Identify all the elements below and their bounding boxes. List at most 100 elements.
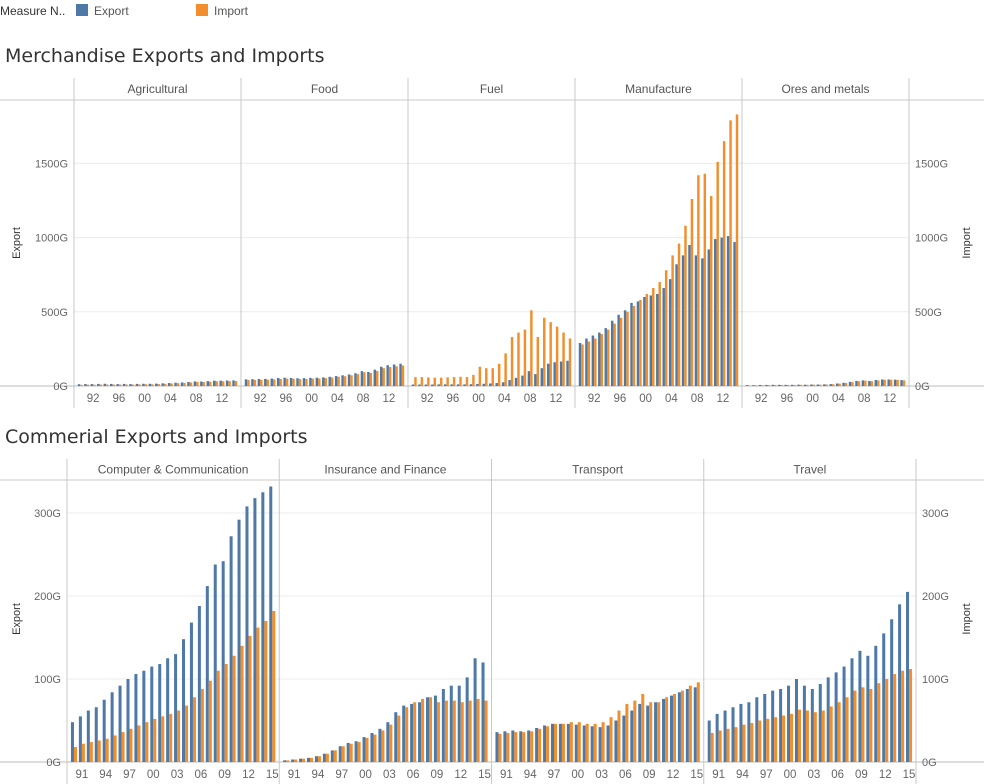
bar-export	[450, 384, 453, 386]
bar-export	[547, 363, 550, 386]
panel-header-manufacture: Manufacture	[625, 82, 692, 96]
bar-import	[310, 757, 314, 762]
bar-export	[232, 380, 235, 386]
bar-export	[758, 384, 762, 386]
bar-import	[568, 338, 572, 386]
x-tick-label: 00	[571, 769, 584, 781]
bar-import	[452, 377, 456, 386]
x-tick-label: 04	[331, 393, 344, 405]
legend-label-export[interactable]: Export	[94, 4, 129, 18]
bar-import	[710, 732, 714, 762]
bar-import	[619, 317, 623, 386]
bar-export	[534, 374, 537, 386]
x-tick-label: 06	[619, 769, 632, 781]
bar-import	[433, 377, 436, 386]
x-tick-label: 04	[498, 393, 511, 405]
y-tick-label-left: 100G	[34, 674, 61, 686]
bar-export	[797, 384, 800, 386]
y-tick-label-left: 1500G	[35, 158, 68, 170]
bar-import	[144, 384, 148, 386]
bar-export	[386, 365, 389, 386]
panel-header-insurance-and-finance: Insurance and Finance	[324, 463, 446, 477]
bar-export	[649, 295, 653, 386]
bar-import	[183, 382, 186, 386]
chart-1-group: 0G 0G 100G 100G 200G 200G 300G 300G Export Import…	[0, 459, 984, 784]
bar-export	[887, 379, 890, 386]
bar-import	[754, 385, 758, 386]
x-tick-label: 06	[194, 769, 207, 781]
bar-import	[844, 383, 848, 386]
bar-import	[864, 380, 867, 386]
bar-import	[869, 688, 873, 762]
bar-export	[86, 710, 90, 762]
bar-import	[632, 305, 636, 386]
bar-import	[790, 713, 794, 762]
bar-export	[501, 382, 505, 386]
legend-swatch-export[interactable]	[76, 4, 88, 16]
bar-export	[264, 378, 267, 386]
bar-export	[630, 710, 634, 762]
bar-export	[161, 383, 164, 386]
bar-export	[394, 712, 398, 762]
bar-export	[362, 737, 366, 762]
bar-export	[437, 384, 440, 386]
bar-import	[553, 723, 558, 762]
bar-export	[418, 702, 422, 762]
legend-label-import[interactable]: Import	[214, 4, 249, 18]
bar-import	[690, 198, 694, 386]
bar-import	[748, 385, 751, 386]
x-tick-label: 92	[588, 393, 601, 405]
bar-import	[569, 722, 573, 762]
bar-export	[850, 658, 854, 762]
x-tick-label: 92	[254, 393, 267, 405]
bar-import	[460, 702, 464, 762]
bar-export	[590, 726, 594, 762]
bar-export	[835, 383, 839, 386]
bar-import	[452, 700, 456, 762]
bar-export	[803, 384, 807, 386]
bar-import	[472, 374, 475, 386]
x-tick-label: 12	[242, 769, 255, 781]
bar-import	[722, 141, 726, 386]
bar-export	[135, 383, 139, 386]
y-tick-label-left: 1000G	[35, 233, 68, 245]
bar-import	[883, 379, 886, 386]
bar-import	[901, 670, 905, 762]
bar-import	[909, 669, 913, 762]
bar-export	[296, 378, 299, 386]
x-tick-label: 00	[138, 393, 151, 405]
legend-swatch-import[interactable]	[196, 4, 208, 16]
bar-import	[444, 700, 448, 762]
merchandise-title: Merchandise Exports and Imports	[5, 45, 325, 67]
bar-import	[870, 381, 874, 386]
bar-import	[601, 722, 605, 762]
bar-import	[561, 723, 565, 762]
bar-export	[134, 674, 138, 762]
bar-export	[257, 379, 261, 386]
bar-import	[703, 173, 707, 386]
bar-import	[729, 120, 732, 386]
bar-import	[522, 732, 526, 762]
bar-import	[821, 710, 825, 762]
bar-import	[797, 709, 801, 762]
bar-export	[861, 380, 865, 386]
bar-export	[314, 756, 318, 762]
bar-import	[221, 381, 225, 386]
bar-import	[514, 732, 518, 762]
bar-import	[468, 700, 472, 762]
bar-import	[649, 702, 653, 762]
bar-import	[710, 196, 713, 386]
bar-import	[459, 376, 462, 386]
x-tick-label: 03	[595, 769, 608, 781]
bar-import	[606, 329, 610, 386]
bar-import	[125, 384, 128, 386]
bar-import	[664, 270, 668, 386]
bar-export	[90, 384, 94, 386]
bar-import	[81, 743, 85, 762]
x-tick-label: 15	[478, 769, 491, 781]
x-tick-label: 03	[171, 769, 184, 781]
bar-import	[585, 723, 589, 762]
bar-import	[799, 384, 803, 386]
bar-import	[758, 720, 762, 762]
bar-import	[761, 385, 764, 386]
